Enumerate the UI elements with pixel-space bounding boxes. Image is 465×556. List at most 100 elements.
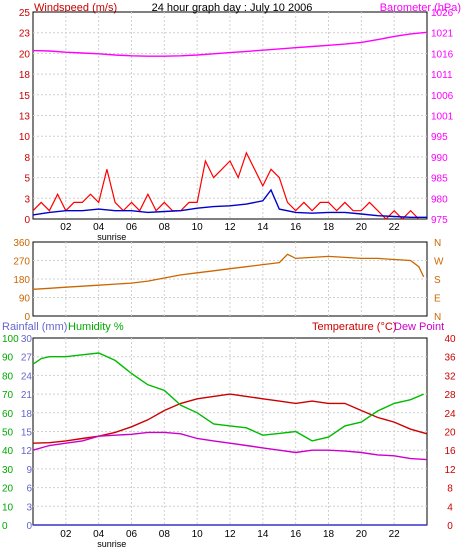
temp-x-tick: 16 [290, 529, 302, 540]
wind-x-tick: 12 [224, 222, 236, 233]
barometer-tick: 1006 [431, 91, 454, 102]
windspeed-axis-title: Windspeed (m/s) [34, 2, 117, 14]
compass-label: S [434, 275, 441, 286]
compass-label: N [434, 312, 441, 323]
sunrise-label: sunrise [97, 232, 126, 242]
temp-x-tick: 18 [323, 529, 335, 540]
wind-series [32, 31, 428, 220]
barometer-tick: 975 [431, 215, 448, 226]
wind-left-tick: 3 [24, 194, 30, 205]
temp-x-tick: 06 [126, 529, 138, 540]
temperature-tick: 12 [444, 465, 456, 476]
wind-left-tick: 20 [19, 49, 31, 60]
temperature-tick: 24 [444, 409, 456, 420]
temp-x-tick: 12 [224, 529, 236, 540]
temp-x-tick: 20 [356, 529, 368, 540]
temperature-tick: 0 [447, 521, 453, 532]
wind-x-tick: 14 [257, 222, 269, 233]
temperature-tick: 40 [444, 334, 456, 345]
direction-series [32, 253, 425, 290]
direction-tick: 270 [13, 257, 30, 268]
compass-label: N [434, 238, 441, 249]
direction-tick: 90 [19, 294, 31, 305]
temp-series [32, 352, 428, 526]
barometer-tick: 990 [431, 153, 448, 164]
rainfall-axis-title: Rainfall (mm) [2, 321, 67, 333]
temp-x-tick: 02 [60, 529, 72, 540]
rainfall-tick: 15 [21, 428, 33, 439]
temp-x-tick: 14 [257, 529, 269, 540]
rainfall-tick: 0 [26, 521, 32, 532]
direction-tick: 0 [24, 312, 30, 323]
temperature-humidity-chart: Rainfall (mm) Humidity % Temperature (°C… [2, 321, 456, 549]
compass-label: E [434, 294, 441, 305]
rainfall-tick: 3 [26, 502, 32, 513]
temp-x-tick: 10 [192, 529, 204, 540]
barometer-tick: 985 [431, 174, 448, 185]
wind-right-tick-labels: 975 980 985 990 995 1001 1006 1011 1016 1021 1026 [431, 8, 454, 226]
barometer-tick: 1011 [431, 70, 453, 81]
barometer-tick: 1016 [431, 49, 454, 60]
temperature-tick: 36 [444, 353, 456, 364]
humidity-tick: 40 [2, 446, 14, 457]
wind-x-tick: 04 [93, 222, 105, 233]
dewpoint-axis-title: Dew Point [394, 321, 444, 333]
rainfall-tick: 30 [21, 334, 33, 345]
temp-x-tick: 04 [93, 529, 105, 540]
series-wind-direction [32, 253, 425, 290]
wind-x-tick: 06 [126, 222, 138, 233]
wind-x-tick: 08 [159, 222, 171, 233]
rainfall-tick: 9 [26, 465, 32, 476]
windspeed-barometer-chart: Windspeed (m/s) 24 hour graph day : July… [19, 2, 461, 242]
rainfall-tick: 6 [26, 484, 32, 495]
wind-left-tick: 8 [24, 153, 30, 164]
series-dew-point [32, 431, 428, 461]
wind-left-tick-labels: 0 3 5 8 10 13 15 18 20 23 25 [19, 8, 31, 226]
rainfall-tick: 24 [21, 371, 33, 382]
humidity-tick: 100 [2, 334, 19, 345]
series-windspeed [32, 151, 420, 220]
series-average-wind [32, 188, 427, 219]
wind-left-tick: 13 [19, 112, 31, 123]
direction-tick: 360 [13, 238, 30, 249]
temperature-tick: 4 [447, 502, 453, 513]
wind-x-tick: 10 [192, 222, 204, 233]
series-barometer [32, 31, 428, 57]
humidity-tick: 0 [2, 521, 8, 532]
compass-label: W [434, 257, 444, 268]
wind-left-tick: 23 [19, 29, 31, 40]
humidity-tick-labels: 0 10 20 30 40 50 60 70 80 90 100 [2, 334, 19, 532]
sunrise-label-lower: sunrise [97, 539, 126, 549]
humidity-tick: 90 [2, 353, 14, 364]
barometer-tick: 980 [431, 194, 448, 205]
rainfall-tick: 18 [21, 409, 33, 420]
temperature-tick: 28 [444, 390, 456, 401]
wind-left-tick: 18 [19, 70, 31, 81]
temperature-tick: 16 [444, 446, 456, 457]
humidity-tick: 10 [2, 502, 14, 513]
wind-left-tick: 10 [19, 132, 31, 143]
wind-left-tick: 15 [19, 91, 31, 102]
barometer-tick: 995 [431, 132, 448, 143]
rainfall-tick: 21 [21, 390, 33, 401]
wind-x-tick: 02 [60, 222, 72, 233]
temperature-tick: 32 [444, 371, 456, 382]
wind-x-tick: 18 [323, 222, 335, 233]
temperature-axis-title: Temperature (°C) [312, 321, 396, 333]
barometer-axis-title: Barometer (hPa) [380, 2, 461, 14]
humidity-tick: 20 [2, 484, 14, 495]
humidity-tick: 30 [2, 465, 14, 476]
wind-x-tick: 20 [356, 222, 368, 233]
wind-left-tick: 25 [19, 8, 31, 19]
wind-x-tick: 22 [389, 222, 401, 233]
barometer-tick: 1021 [431, 29, 454, 40]
barometer-tick: 1001 [431, 112, 454, 123]
temperature-tick: 8 [447, 484, 453, 495]
rainfall-tick: 27 [21, 353, 33, 364]
temperature-tick: 20 [444, 428, 456, 439]
humidity-tick: 80 [2, 371, 14, 382]
